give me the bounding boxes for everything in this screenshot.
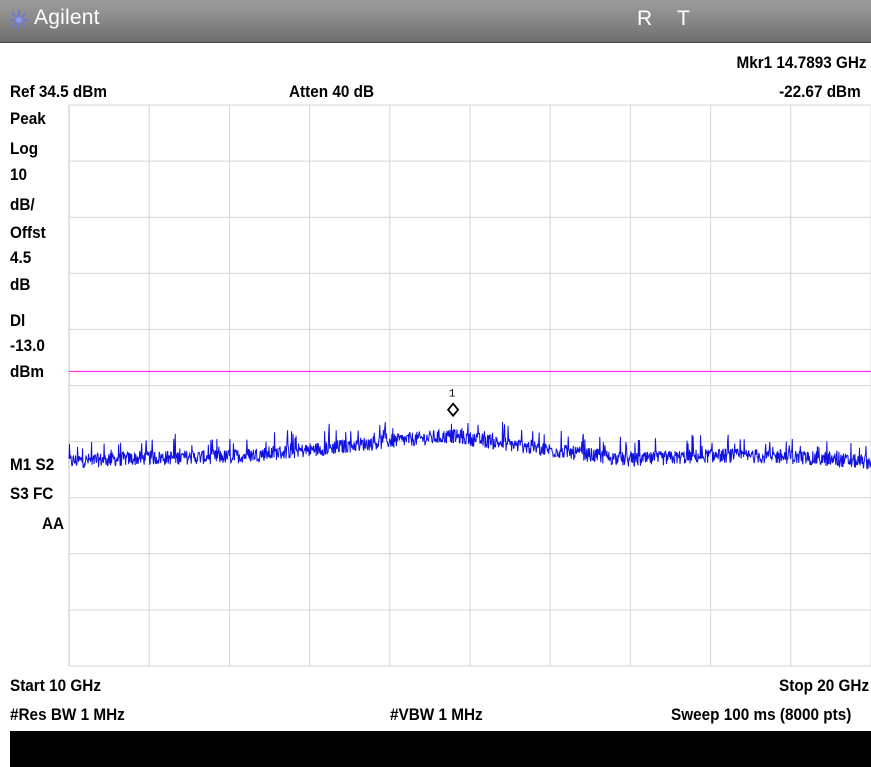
plot-grid xyxy=(68,104,871,667)
status-r-indicator: R xyxy=(637,7,653,30)
detector-mode: Peak xyxy=(10,109,46,128)
offset-label: Offst xyxy=(10,223,46,242)
marker-amplitude-readout: -22.67 dBm xyxy=(779,82,861,101)
trace-mode-line-2: S3 FC xyxy=(10,484,54,503)
trace-mode-line-1: M1 S2 xyxy=(10,455,55,474)
marker-1: 1 xyxy=(446,389,460,418)
reference-level: Ref 34.5 dBm xyxy=(10,82,107,101)
trace-mode-line-3: AA xyxy=(42,514,65,533)
brand-name: Agilent xyxy=(34,6,100,29)
spectrum-plot: 1 xyxy=(68,104,871,667)
marker-diamond-icon xyxy=(446,402,460,418)
attenuation: Atten 40 dB xyxy=(289,82,375,101)
start-frequency: Start 10 GHz xyxy=(10,676,101,695)
title-bar: Agilent R T xyxy=(0,0,871,43)
display-line-value: -13.0 xyxy=(10,336,45,355)
marker-frequency-readout: Mkr1 14.7893 GHz xyxy=(736,53,867,72)
display-line-label: Dl xyxy=(10,311,26,330)
status-t-indicator: T xyxy=(677,7,690,30)
spectrum-trace xyxy=(68,421,871,470)
video-bandwidth: #VBW 1 MHz xyxy=(390,705,483,724)
offset-unit: dB xyxy=(10,275,31,294)
sweep-time: Sweep 100 ms (8000 pts) xyxy=(670,705,851,724)
softkey-bar xyxy=(10,731,871,767)
scale-unit: dB/ xyxy=(10,195,35,214)
marker-number-label: 1 xyxy=(449,389,456,401)
offset-value: 4.5 xyxy=(10,248,32,267)
scale-type: Log xyxy=(10,139,39,158)
display-line-unit: dBm xyxy=(10,362,45,381)
scale-value: 10 xyxy=(10,165,28,184)
agilent-spark-icon xyxy=(9,10,29,30)
stop-frequency: Stop 20 GHz xyxy=(778,676,869,695)
resolution-bandwidth: #Res BW 1 MHz xyxy=(10,705,125,724)
